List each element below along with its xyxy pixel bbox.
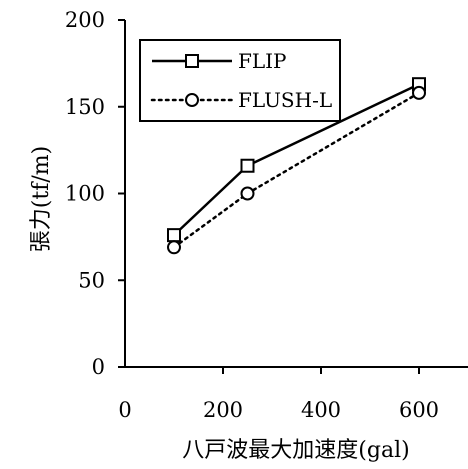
data-point-flip — [240, 158, 255, 173]
x-tick-label: 0 — [118, 398, 131, 422]
data-point-flush-l — [240, 186, 255, 201]
legend-marker-flush-l — [185, 93, 199, 107]
x-axis-title: 八戸波最大加速度(gal) — [182, 438, 409, 463]
legend-box — [139, 39, 341, 122]
y-tick-label: 0 — [92, 355, 105, 379]
y-tick-label: 100 — [65, 182, 105, 206]
x-tick-label: 600 — [399, 398, 439, 422]
legend: FLIP FLUSH-L — [139, 39, 341, 122]
legend-label-flush-l: FLUSH-L — [238, 88, 332, 112]
axes-layer: 0 50 100 150 200 0 200 400 600 八戸波最大加速度(gal) 張力(tf… — [29, 8, 468, 463]
x-tick-label: 400 — [301, 398, 341, 422]
y-axis-title: 張力(tf/m) — [29, 146, 54, 252]
legend-label-flip: FLIP — [238, 49, 287, 73]
data-point-flip — [167, 228, 181, 243]
y-tick-label: 150 — [65, 95, 105, 119]
legend-marker-flip — [185, 54, 199, 68]
series-layer — [167, 77, 426, 255]
x-tick-label: 200 — [203, 398, 243, 422]
y-tick-label: 200 — [65, 8, 105, 32]
data-point-flush-l — [412, 85, 426, 100]
y-tick-label: 50 — [78, 268, 105, 292]
data-point-flush-l — [167, 240, 181, 255]
